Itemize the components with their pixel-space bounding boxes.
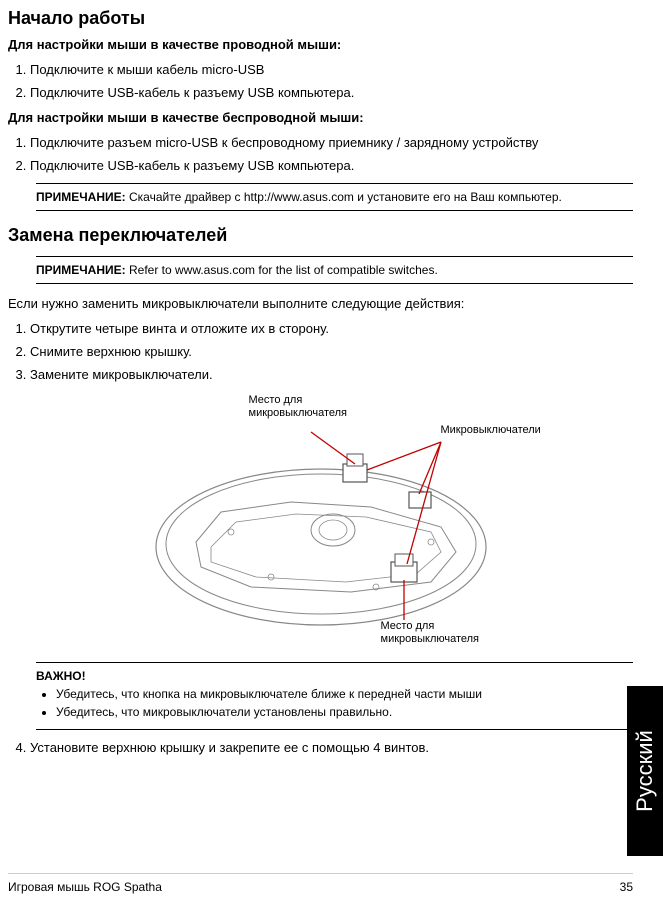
section-title: Замена переключателей [8,225,633,246]
note1-label: ПРИМЕЧАНИЕ: [36,190,126,204]
replace-steps-b: Установите верхнюю крышку и закрепите ее… [30,740,633,755]
page-footer: Игровая мышь ROG Spatha 35 [8,873,633,894]
wireless-intro: Для настройки мыши в качестве беспроводн… [8,110,633,125]
wireless-steps: Подключите разъем micro-USB к беспроводн… [30,135,633,173]
replace-step-1: Открутите четыре винта и отложите их в с… [30,321,633,336]
page-title: Начало работы [8,8,633,29]
wired-steps: Подключите к мыши кабель micro-USB Подкл… [30,62,633,100]
label-top-left: Место для микровыключателя [249,394,348,420]
important-label: ВАЖНО! [36,669,86,683]
replace-step-4: Установите верхнюю крышку и закрепите ее… [30,740,633,755]
language-tab-text: Русский [632,730,658,812]
important-box: ВАЖНО! Убедитесь, что кнопка на микровык… [36,662,633,730]
replace-intro: Если нужно заменить микровыключатели вып… [8,296,633,311]
language-tab: Русский [627,686,663,856]
note2-label: ПРИМЕЧАНИЕ: [36,263,126,277]
wired-intro: Для настройки мыши в качестве проводной … [8,37,633,52]
note2-text: Refer to www.asus.com for the list of co… [126,263,438,277]
footer-left: Игровая мышь ROG Spatha [8,880,162,894]
label-bottom: Место для микровыключателя [381,620,480,646]
wireless-step-2: Подключите USB-кабель к разъему USB комп… [30,158,633,173]
replace-step-3: Замените микровыключатели. [30,367,633,382]
note1-text: Скачайте драйвер с http://www.asus.com и… [126,190,562,204]
wireless-step-1: Подключите разъем micro-USB к беспроводн… [30,135,633,150]
mouse-diagram: Место для микровыключателя Микровыключат… [111,392,531,652]
important-bullet-2: Убедитесь, что микровыключатели установл… [56,705,633,719]
footer-page-number: 35 [620,880,633,894]
label-top-right: Микровыключатели [441,424,541,437]
replace-steps-a: Открутите четыре винта и отложите их в с… [30,321,633,382]
wired-step-1: Подключите к мыши кабель micro-USB [30,62,633,77]
note-box-2: ПРИМЕЧАНИЕ: Refer to www.asus.com for th… [36,256,633,284]
note-box-1: ПРИМЕЧАНИЕ: Скачайте драйвер с http://ww… [36,183,633,211]
replace-step-2: Снимите верхнюю крышку. [30,344,633,359]
wired-step-2: Подключите USB-кабель к разъему USB комп… [30,85,633,100]
important-bullet-1: Убедитесь, что кнопка на микровыключател… [56,687,633,701]
